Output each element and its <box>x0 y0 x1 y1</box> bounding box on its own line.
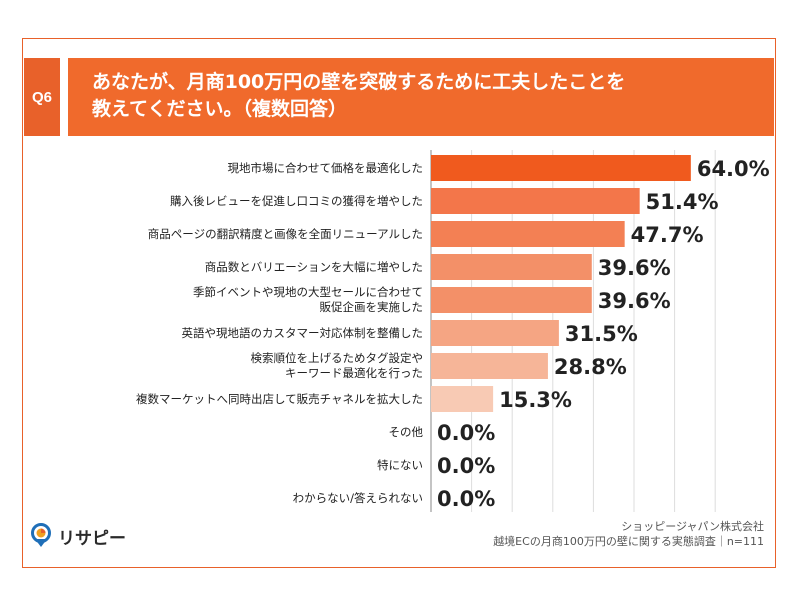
footer-credit: ショッピージャパン株式会社 越境ECの月商100万円の壁に関する実態調査｜n=1… <box>493 519 764 549</box>
category-label: 購入後レビューを促進し口コミの獲得を増やした <box>170 194 423 208</box>
category-label: 販促企画を実施した <box>320 300 424 314</box>
category-label: 季節イベントや現地の大型セールに合わせて <box>193 285 423 299</box>
question-badge: Q6 <box>24 58 60 136</box>
lightbulb-pin-icon <box>31 523 51 547</box>
chart-frame <box>22 38 776 568</box>
category-label: 複数マーケットへ同時出店して販売チャネルを拡大した <box>136 392 423 406</box>
category-label: 検索順位を上げるためタグ設定や <box>251 351 424 365</box>
data-label: 31.5% <box>565 322 638 346</box>
category-label: その他 <box>389 425 424 439</box>
footer-survey: 越境ECの月商100万円の壁に関する実態調査｜n=111 <box>493 535 764 548</box>
bar <box>431 221 625 247</box>
category-label: 現地市場に合わせて価格を最適化した <box>228 161 424 175</box>
data-label: 28.8% <box>554 355 627 379</box>
data-label: 39.6% <box>598 256 671 280</box>
bar <box>431 254 592 280</box>
data-label: 47.7% <box>631 223 704 247</box>
data-label: 15.3% <box>499 388 572 412</box>
category-label: 商品数とバリエーションを大幅に増やした <box>205 260 423 274</box>
question-title: あなたが、月商100万円の壁を突破するために工夫したことを 教えてください。（複… <box>68 58 774 136</box>
data-label: 51.4% <box>646 190 719 214</box>
category-label: キーワード最適化を行った <box>285 366 423 380</box>
footer-company: ショッピージャパン株式会社 <box>621 520 764 533</box>
category-label: 特にない <box>377 458 423 472</box>
question-title-line-1: あなたが、月商100万円の壁を突破するために工夫したことを <box>92 71 626 93</box>
bar <box>431 320 559 346</box>
question-title-line-2: 教えてください。（複数回答） <box>92 98 347 120</box>
bar <box>431 188 640 214</box>
risapi-logo: リサピー <box>30 523 126 549</box>
data-label: 0.0% <box>437 487 495 511</box>
bar <box>431 386 494 412</box>
data-label: 64.0% <box>697 157 770 181</box>
category-label: わからない/答えられない <box>293 491 423 505</box>
bar <box>431 353 548 379</box>
category-label: 英語や現地語のカスタマー対応体制を整備した <box>182 326 424 340</box>
category-label: 商品ページの翻訳精度と画像を全面リニューアルした <box>148 227 423 241</box>
data-label: 0.0% <box>437 421 495 445</box>
bar <box>431 287 592 313</box>
logo-text: リサピー <box>58 528 126 549</box>
bar <box>431 155 691 181</box>
data-label: 0.0% <box>437 454 495 478</box>
data-label: 39.6% <box>598 289 671 313</box>
